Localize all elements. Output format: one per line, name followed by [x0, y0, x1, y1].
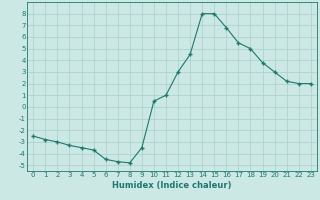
X-axis label: Humidex (Indice chaleur): Humidex (Indice chaleur) [112, 181, 232, 190]
